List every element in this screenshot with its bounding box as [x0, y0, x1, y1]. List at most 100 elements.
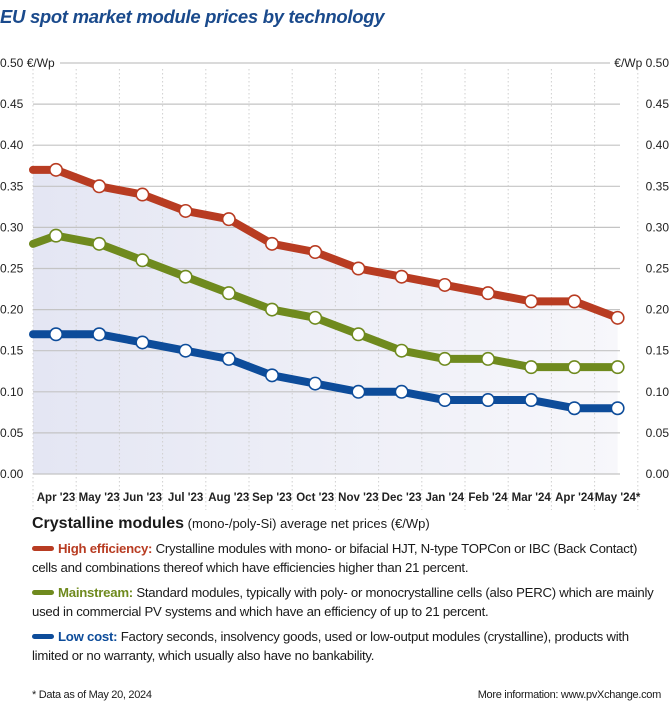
y-tick-label-left: 0.00	[0, 467, 24, 481]
data-point	[394, 269, 409, 284]
x-tick-label: Jul '23	[168, 492, 203, 504]
y-tick-label-left: 0.10	[0, 385, 24, 399]
y-tick-label-right: 0.45	[646, 97, 669, 111]
data-point	[437, 393, 452, 408]
data-point	[92, 179, 107, 194]
y-tick-label-left: 0.05	[0, 426, 24, 440]
data-point	[437, 351, 452, 366]
data-point	[48, 327, 63, 342]
legend-item-low-cost: Low cost: Factory seconds, insolvency go…	[32, 627, 662, 665]
source-note: More information: www.pvXchange.com	[477, 689, 662, 701]
data-point	[221, 286, 236, 301]
y-tick-label-left: 0.30	[0, 220, 24, 234]
y-tick-label-right: 0.00	[646, 467, 669, 481]
legend-swatch-high-efficiency	[32, 546, 54, 552]
y-tick-label-left: 0.50 €/Wp	[0, 56, 55, 70]
legend-heading-rest: (mono-/poly-Si) average net prices (€/Wp…	[184, 516, 430, 531]
data-point	[480, 286, 495, 301]
data-point	[394, 343, 409, 358]
chart-title: EU spot market module prices by technolo…	[0, 6, 385, 27]
legend-label-high-efficiency: High efficiency:	[58, 541, 153, 556]
data-point	[48, 228, 63, 243]
y-tick-label-right: 0.15	[646, 344, 669, 358]
legend-item-mainstream: Mainstream: Standard modules, typically …	[32, 583, 662, 621]
data-point	[264, 236, 279, 251]
data-point	[524, 360, 539, 375]
data-point	[135, 335, 150, 350]
data-point	[92, 327, 107, 342]
legend-swatch-low-cost	[32, 634, 54, 640]
series-mainstream	[29, 228, 625, 375]
x-tick-label: Apr '24	[555, 492, 594, 504]
y-tick-label-right: €/Wp 0.50	[614, 56, 669, 70]
y-tick-label-right: 0.25	[646, 262, 669, 276]
x-tick-label: Mar '24	[512, 492, 552, 504]
data-point	[480, 393, 495, 408]
legend-label-mainstream: Mainstream:	[58, 585, 133, 600]
data-point	[178, 203, 193, 218]
series-layer	[29, 162, 625, 416]
data-point	[567, 360, 582, 375]
data-point	[92, 236, 107, 251]
y-tick-label-right: 0.05	[646, 426, 669, 440]
legend-desc-mainstream: Standard modules, typically with poly- o…	[32, 585, 654, 619]
x-tick-label: Jun '23	[123, 492, 162, 504]
legend-heading-bold: Crystalline modules	[32, 515, 185, 532]
series-low-cost	[29, 327, 625, 416]
data-point	[178, 269, 193, 284]
legend-heading: Crystalline modules (mono-/poly-Si) aver…	[32, 514, 662, 533]
data-point	[264, 368, 279, 383]
x-tick-label: May '24*	[595, 492, 641, 504]
data-point	[221, 351, 236, 366]
y-tick-label-right: 0.10	[646, 385, 669, 399]
data-point	[524, 393, 539, 408]
x-tick-label: May '23	[79, 492, 120, 504]
horizontal-gridlines	[33, 62, 620, 475]
data-point	[264, 302, 279, 317]
data-point	[480, 351, 495, 366]
legend-label-low-cost: Low cost:	[58, 629, 118, 644]
data-point	[308, 376, 323, 391]
data-point	[351, 384, 366, 399]
data-point	[135, 187, 150, 202]
data-point	[351, 327, 366, 342]
y-tick-label-left: 0.15	[0, 344, 24, 358]
x-axis-ticks: Apr '23 May '23 Jun '23 Jul '23 Aug '23 Sep '…	[37, 492, 641, 504]
x-tick-label: Nov '23	[338, 492, 378, 504]
data-point	[567, 401, 582, 416]
footnote: * Data as of May 20, 2024	[32, 689, 152, 701]
data-point	[437, 277, 452, 292]
y-tick-label-right: 0.20	[646, 303, 669, 317]
data-point	[567, 294, 582, 309]
series-high-efficiency	[29, 162, 625, 325]
y-tick-label-left: 0.25	[0, 262, 24, 276]
line-chart: 0.00 0.00 0.05 0.05 0.10 0.10 0.15 0.15 0.20 0.20…	[0, 56, 669, 510]
y-axis-ticks: 0.00 0.00 0.05 0.05 0.10 0.10 0.15 0.15 0.20 0.20…	[0, 56, 669, 481]
y-tick-label-right: 0.30	[646, 220, 669, 234]
data-point	[135, 253, 150, 268]
data-point	[221, 212, 236, 227]
data-point	[610, 401, 625, 416]
legend-swatch-mainstream	[32, 590, 54, 596]
y-tick-label-left: 0.35	[0, 179, 24, 193]
data-point	[610, 360, 625, 375]
data-point	[48, 162, 63, 177]
legend-desc-high-efficiency: Crystalline modules with mono- or bifaci…	[32, 541, 638, 575]
y-tick-label-left: 0.20	[0, 303, 24, 317]
data-point	[524, 294, 539, 309]
data-point	[610, 310, 625, 325]
data-point	[308, 245, 323, 260]
data-point	[308, 310, 323, 325]
x-tick-label: Apr '23	[37, 492, 76, 504]
x-tick-label: Dec '23	[382, 492, 422, 504]
x-tick-label: Sep '23	[252, 492, 292, 504]
x-tick-label: Jan '24	[426, 492, 465, 504]
y-tick-label-right: 0.35	[646, 179, 669, 193]
x-tick-label: Feb '24	[468, 492, 508, 504]
data-point	[351, 261, 366, 276]
y-tick-label-right: 0.40	[646, 138, 669, 152]
x-tick-label: Oct '23	[296, 492, 334, 504]
legend-item-high-efficiency: High efficiency: Crystalline modules wit…	[32, 539, 662, 577]
x-tick-label: Aug '23	[208, 492, 249, 504]
legend: Crystalline modules (mono-/poly-Si) aver…	[32, 514, 662, 671]
